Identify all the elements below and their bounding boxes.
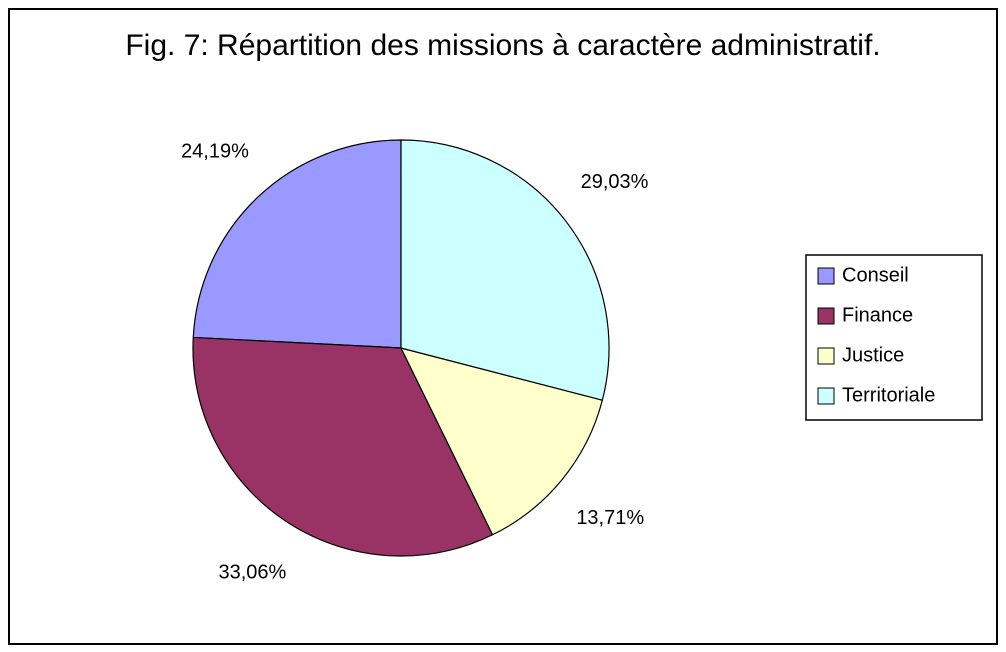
legend-swatch (817, 347, 835, 365)
legend-label: Justice (842, 344, 904, 366)
legend-label: Finance (842, 304, 913, 326)
pie-slice (399, 347, 604, 536)
legend-swatch (817, 267, 835, 285)
data-label: 29,03% (581, 171, 649, 193)
legend-label: Territoriale (842, 384, 935, 406)
pie-slice (400, 139, 610, 401)
pie-slice (192, 336, 494, 557)
data-label: 13,71% (576, 507, 644, 529)
data-label: 24,19% (181, 141, 249, 163)
legend-swatch (817, 307, 835, 325)
pie-slice (192, 139, 402, 349)
legend-swatch (817, 387, 835, 405)
legend-box (805, 254, 983, 421)
data-label: 33,06% (218, 562, 286, 584)
chart-title: Fig. 7: Répartition des missions à carac… (125, 29, 880, 62)
legend-label: Conseil (842, 264, 909, 286)
